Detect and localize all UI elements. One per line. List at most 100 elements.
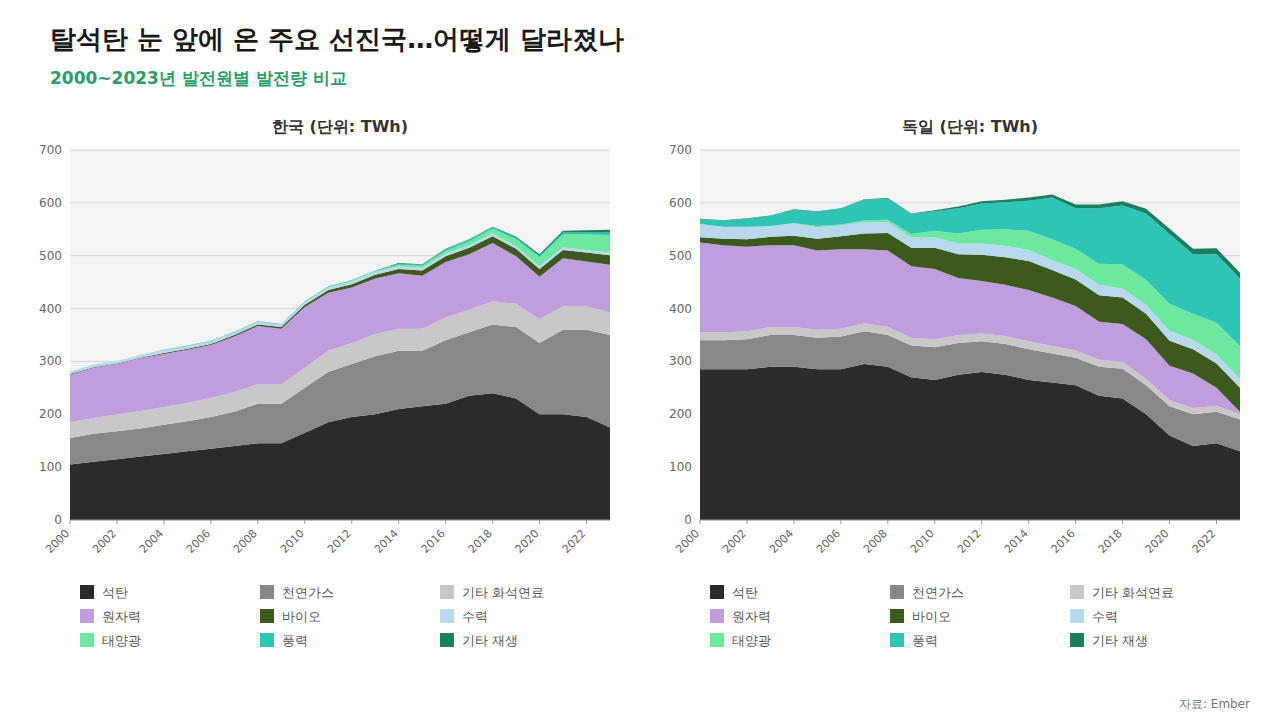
legend-label: 석탄 [732,585,758,600]
y-tick-label: 400 [39,302,62,316]
x-tick-label: 2014 [1002,527,1031,556]
legend-label: 원자력 [102,609,141,624]
area-group [700,194,1240,520]
y-tick-label: 200 [669,407,692,421]
legend-label: 천연가스 [282,585,334,600]
background [0,0,1280,720]
legend-swatch [80,585,94,599]
x-tick-label: 2018 [466,527,495,556]
x-tick [210,520,211,524]
plot-area [700,150,1240,520]
x-tick-label: 2022 [1190,527,1219,556]
legend-swatch [890,609,904,623]
x-tick-label: 2002 [720,527,749,556]
x-tick-label: 2020 [513,527,542,556]
legend-label: 기타 재생 [462,633,518,648]
y-tick-label: 300 [39,354,62,368]
legend-label: 풍력 [912,633,938,648]
y-tick-label: 200 [39,407,62,421]
x-tick [981,520,982,524]
legend-label: 수력 [462,609,488,624]
x-tick [398,520,399,524]
grid-line [700,202,1240,203]
legend-label: 천연가스 [912,585,964,600]
legend-swatch [260,609,274,623]
legend: 석탄천연가스기타 화석연료원자력바이오수력태양광풍력기타 재생 [80,585,544,648]
x-tick [539,520,540,524]
chart-title: 한국 (단위: TWh) [272,117,408,136]
x-tick [1169,520,1170,524]
x-tick [163,520,164,524]
grid-line [700,150,1240,151]
x-tick [351,520,352,524]
y-tick-label: 0 [684,513,692,527]
x-tick-label: 2008 [861,527,890,556]
area-series [70,227,610,372]
y-tick-label: 700 [39,143,62,157]
legend-swatch [710,609,724,623]
x-tick [586,520,587,524]
x-tick-label: 2016 [1049,527,1078,556]
legend-swatch [440,633,454,647]
x-tick [492,520,493,524]
x-tick [887,520,888,524]
page-title: 탈석탄 눈 앞에 온 주요 선진국…어떻게 달라졌나 [50,24,624,54]
chart-panel: 한국 (단위: TWh)0100200300400500600700200020… [39,117,610,648]
x-tick [1028,520,1029,524]
grid-line [70,202,610,203]
chart-panel: 독일 (단위: TWh)0100200300400500600700200020… [669,117,1240,648]
y-tick-label: 100 [669,460,692,474]
legend-swatch [80,633,94,647]
grid-line [70,150,610,151]
legend-label: 기타 재생 [1092,633,1148,648]
y-tick-label: 600 [669,196,692,210]
y-tick-label: 300 [669,354,692,368]
x-tick-label: 2016 [419,527,448,556]
x-tick [1075,520,1076,524]
legend-swatch [1070,585,1084,599]
legend-label: 석탄 [102,585,128,600]
plot-area [70,150,610,520]
x-tick-label: 2020 [1143,527,1172,556]
legend-swatch [440,585,454,599]
y-tick-label: 400 [669,302,692,316]
source-note: 자료: Ember [1179,697,1250,711]
x-tick-label: 2006 [814,527,843,556]
area-series [70,227,610,371]
x-tick-label: 2000 [43,527,72,556]
x-tick-label: 2012 [325,527,354,556]
legend-swatch [260,633,274,647]
legend-label: 태양광 [102,633,141,648]
x-tick [934,520,935,524]
legend-swatch [440,609,454,623]
legend-swatch [710,633,724,647]
x-tick-label: 2012 [955,527,984,556]
x-tick-label: 2006 [184,527,213,556]
x-tick-label: 2000 [673,527,702,556]
x-tick-label: 2014 [372,527,401,556]
grid-line [700,520,1240,521]
legend-swatch [1070,609,1084,623]
y-tick-label: 600 [39,196,62,210]
x-tick [746,520,747,524]
y-tick-label: 0 [54,513,62,527]
legend-label: 원자력 [732,609,771,624]
x-tick [1122,520,1123,524]
x-tick [840,520,841,524]
legend-swatch [890,633,904,647]
x-tick [257,520,258,524]
x-tick [1216,520,1217,524]
x-tick [116,520,117,524]
chart-title: 독일 (단위: TWh) [902,117,1038,136]
legend-label: 태양광 [732,633,771,648]
area-series [70,243,610,422]
legend-label: 기타 화석연료 [462,585,544,600]
area-series [70,229,610,372]
legend-swatch [80,609,94,623]
page-subtitle: 2000~2023년 발전원별 발전량 비교 [50,68,347,88]
x-axis-line [70,520,610,521]
x-tick [70,520,71,524]
y-tick-label: 700 [669,143,692,157]
x-tick-label: 2004 [137,527,166,556]
x-tick [304,520,305,524]
